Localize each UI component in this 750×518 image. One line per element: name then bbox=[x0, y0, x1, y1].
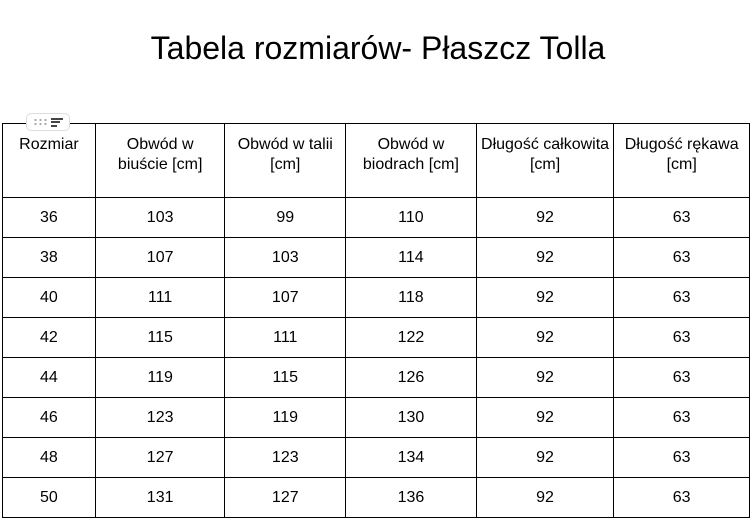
table-cell[interactable]: 114 bbox=[345, 237, 477, 278]
table-row: 36 103 99 110 92 63 bbox=[2, 197, 750, 238]
table-row: 42 115 111 122 92 63 bbox=[2, 317, 750, 358]
column-header[interactable]: Obwód w talii [cm] bbox=[224, 123, 347, 198]
table-cell[interactable]: 111 bbox=[224, 317, 347, 358]
table-row: 38 107 103 114 92 63 bbox=[2, 237, 750, 278]
table-cell[interactable]: 136 bbox=[345, 477, 477, 518]
document-title: Tabela rozmiarów- Płaszcz Tolla bbox=[150, 30, 606, 66]
column-header[interactable]: Rozmiar bbox=[2, 123, 96, 198]
table-cell[interactable]: 115 bbox=[94, 317, 226, 358]
sort-icon[interactable] bbox=[51, 117, 63, 127]
table-cell[interactable]: 92 bbox=[475, 237, 615, 278]
table-cell[interactable]: 46 bbox=[2, 397, 96, 438]
table-cell[interactable]: 92 bbox=[475, 317, 615, 358]
table-cell[interactable]: 63 bbox=[613, 317, 750, 358]
drag-handle-icon[interactable] bbox=[33, 118, 47, 126]
table-cell[interactable]: 92 bbox=[475, 477, 615, 518]
table-row: 48 127 123 134 92 63 bbox=[2, 437, 750, 478]
column-header[interactable]: Obwód w biuście [cm] bbox=[94, 123, 226, 198]
table-cell[interactable]: 127 bbox=[224, 477, 347, 518]
table-cell[interactable]: 115 bbox=[224, 357, 347, 398]
table-cell[interactable]: 111 bbox=[94, 277, 226, 318]
table-cell[interactable]: 107 bbox=[94, 237, 226, 278]
header-row: Rozmiar Obwód w biuście [cm] Obwód w talii… bbox=[2, 123, 750, 198]
table-cell[interactable]: 126 bbox=[345, 357, 477, 398]
table-row: 46 123 119 130 92 63 bbox=[2, 397, 750, 438]
column-header[interactable]: Obwód w biodrach [cm] bbox=[345, 123, 477, 198]
table-cell[interactable]: 50 bbox=[2, 477, 96, 518]
table-cell[interactable]: 99 bbox=[224, 197, 347, 238]
table-cell[interactable]: 63 bbox=[613, 397, 750, 438]
table-cell[interactable]: 92 bbox=[475, 277, 615, 318]
table-cell[interactable]: 48 bbox=[2, 437, 96, 478]
column-header[interactable]: Długość całkowita [cm] bbox=[475, 123, 615, 198]
size-table: Rozmiar Obwód w biuście [cm] Obwód w talii… bbox=[2, 123, 750, 518]
table-cell[interactable]: 92 bbox=[475, 197, 615, 238]
table-cell[interactable]: 36 bbox=[2, 197, 96, 238]
column-header[interactable]: Długość rękawa [cm] bbox=[613, 123, 750, 198]
table-cell[interactable]: 63 bbox=[613, 277, 750, 318]
table-cell[interactable]: 103 bbox=[224, 237, 347, 278]
table-cell[interactable]: 63 bbox=[613, 477, 750, 518]
table-cell[interactable]: 38 bbox=[2, 237, 96, 278]
table-cell[interactable]: 92 bbox=[475, 357, 615, 398]
table-cell[interactable]: 131 bbox=[94, 477, 226, 518]
table-cell[interactable]: 44 bbox=[2, 357, 96, 398]
table-cell[interactable]: 110 bbox=[345, 197, 477, 238]
table-cell[interactable]: 107 bbox=[224, 277, 347, 318]
table-cell[interactable]: 63 bbox=[613, 197, 750, 238]
table-cell[interactable]: 119 bbox=[224, 397, 347, 438]
table-cell[interactable]: 127 bbox=[94, 437, 226, 478]
table-cell[interactable]: 103 bbox=[94, 197, 226, 238]
table-cell[interactable]: 40 bbox=[2, 277, 96, 318]
table-cell[interactable]: 123 bbox=[94, 397, 226, 438]
table-row: 50 131 127 136 92 63 bbox=[2, 477, 750, 518]
table-cell[interactable]: 134 bbox=[345, 437, 477, 478]
table-cell[interactable]: 119 bbox=[94, 357, 226, 398]
table-row: 44 119 115 126 92 63 bbox=[2, 357, 750, 398]
table-cell[interactable]: 92 bbox=[475, 397, 615, 438]
table-controls[interactable] bbox=[26, 113, 70, 131]
table-cell[interactable]: 92 bbox=[475, 437, 615, 478]
table-cell[interactable]: 118 bbox=[345, 277, 477, 318]
table-cell[interactable]: 122 bbox=[345, 317, 477, 358]
table-cell[interactable]: 63 bbox=[613, 237, 750, 278]
table-row: 40 111 107 118 92 63 bbox=[2, 277, 750, 318]
table-cell[interactable]: 130 bbox=[345, 397, 477, 438]
table-cell[interactable]: 63 bbox=[613, 357, 750, 398]
table-cell[interactable]: 123 bbox=[224, 437, 347, 478]
table-cell[interactable]: 63 bbox=[613, 437, 750, 478]
table-cell[interactable]: 42 bbox=[2, 317, 96, 358]
